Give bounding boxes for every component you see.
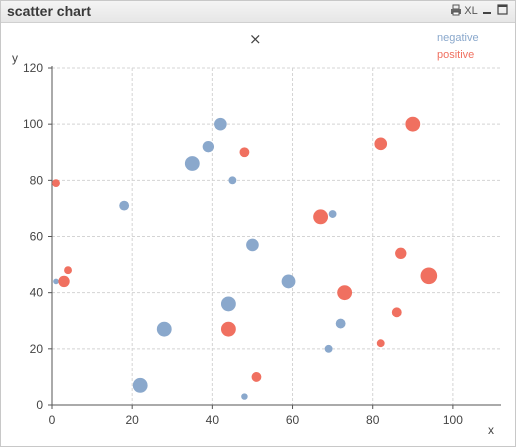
- point-positive[interactable]: [376, 339, 385, 348]
- maximize-icon[interactable]: [495, 4, 509, 18]
- y-tick-label: 80: [30, 173, 44, 187]
- x-axis-label: x: [488, 423, 494, 437]
- point-positive[interactable]: [251, 371, 262, 382]
- data-points: [52, 116, 438, 400]
- x-tick-label: 60: [286, 413, 300, 427]
- xl-export-button[interactable]: XL: [464, 5, 478, 17]
- point-positive[interactable]: [337, 285, 353, 301]
- point-negative[interactable]: [246, 238, 259, 252]
- point-positive[interactable]: [58, 275, 70, 288]
- point-positive[interactable]: [420, 267, 438, 285]
- x-tick-labels: 0 20 40 60 80 100: [49, 413, 464, 427]
- point-negative[interactable]: [53, 278, 59, 285]
- x-tick-label: 40: [206, 413, 220, 427]
- point-negative[interactable]: [202, 140, 215, 153]
- point-negative[interactable]: [119, 200, 130, 211]
- point-positive[interactable]: [64, 266, 72, 275]
- y-axis-label: y: [12, 51, 18, 65]
- close-icon[interactable]: ×: [249, 30, 262, 48]
- point-positive[interactable]: [52, 179, 60, 188]
- point-negative[interactable]: [132, 377, 148, 393]
- y-tick-label: 0: [36, 398, 43, 412]
- point-negative[interactable]: [228, 176, 237, 185]
- x-tick-label: 0: [49, 413, 56, 427]
- point-negative[interactable]: [156, 321, 172, 337]
- title-bar: scatter chart XL: [1, 1, 515, 23]
- point-positive[interactable]: [405, 116, 421, 132]
- point-positive[interactable]: [220, 321, 236, 337]
- window-title: scatter chart: [7, 3, 92, 19]
- x-tick-label: 100: [443, 413, 463, 427]
- x-tick-label: 20: [125, 413, 139, 427]
- point-negative[interactable]: [214, 117, 227, 131]
- axes: [48, 66, 501, 409]
- point-positive[interactable]: [239, 147, 250, 158]
- y-tick-label: 120: [23, 61, 43, 75]
- y-tick-label: 40: [30, 286, 44, 300]
- point-negative[interactable]: [220, 296, 236, 312]
- legend: negative positive: [437, 32, 479, 61]
- legend-item-negative[interactable]: negative: [437, 32, 479, 44]
- y-tick-label: 100: [23, 117, 43, 131]
- legend-item-positive[interactable]: positive: [437, 49, 474, 61]
- minimize-icon[interactable]: [480, 4, 494, 18]
- point-negative[interactable]: [184, 156, 200, 171]
- y-tick-labels: 0 20 40 60 80 100 120: [23, 61, 43, 412]
- point-positive[interactable]: [313, 209, 329, 225]
- point-positive[interactable]: [374, 137, 388, 151]
- point-negative[interactable]: [324, 344, 333, 353]
- grid-lines: [52, 67, 501, 405]
- y-tick-label: 60: [30, 230, 44, 244]
- point-positive[interactable]: [391, 307, 402, 318]
- point-negative[interactable]: [241, 393, 248, 400]
- y-tick-label: 20: [30, 342, 44, 356]
- print-icon[interactable]: [449, 4, 463, 18]
- point-positive[interactable]: [395, 247, 407, 260]
- x-tick-label: 80: [366, 413, 380, 427]
- point-negative[interactable]: [281, 274, 296, 289]
- scatter-chart: 0 20 40 60 80 100 120 0 20 40 60 80 100 y x × negat…: [12, 30, 501, 437]
- point-negative[interactable]: [328, 210, 337, 218]
- point-negative[interactable]: [335, 318, 346, 329]
